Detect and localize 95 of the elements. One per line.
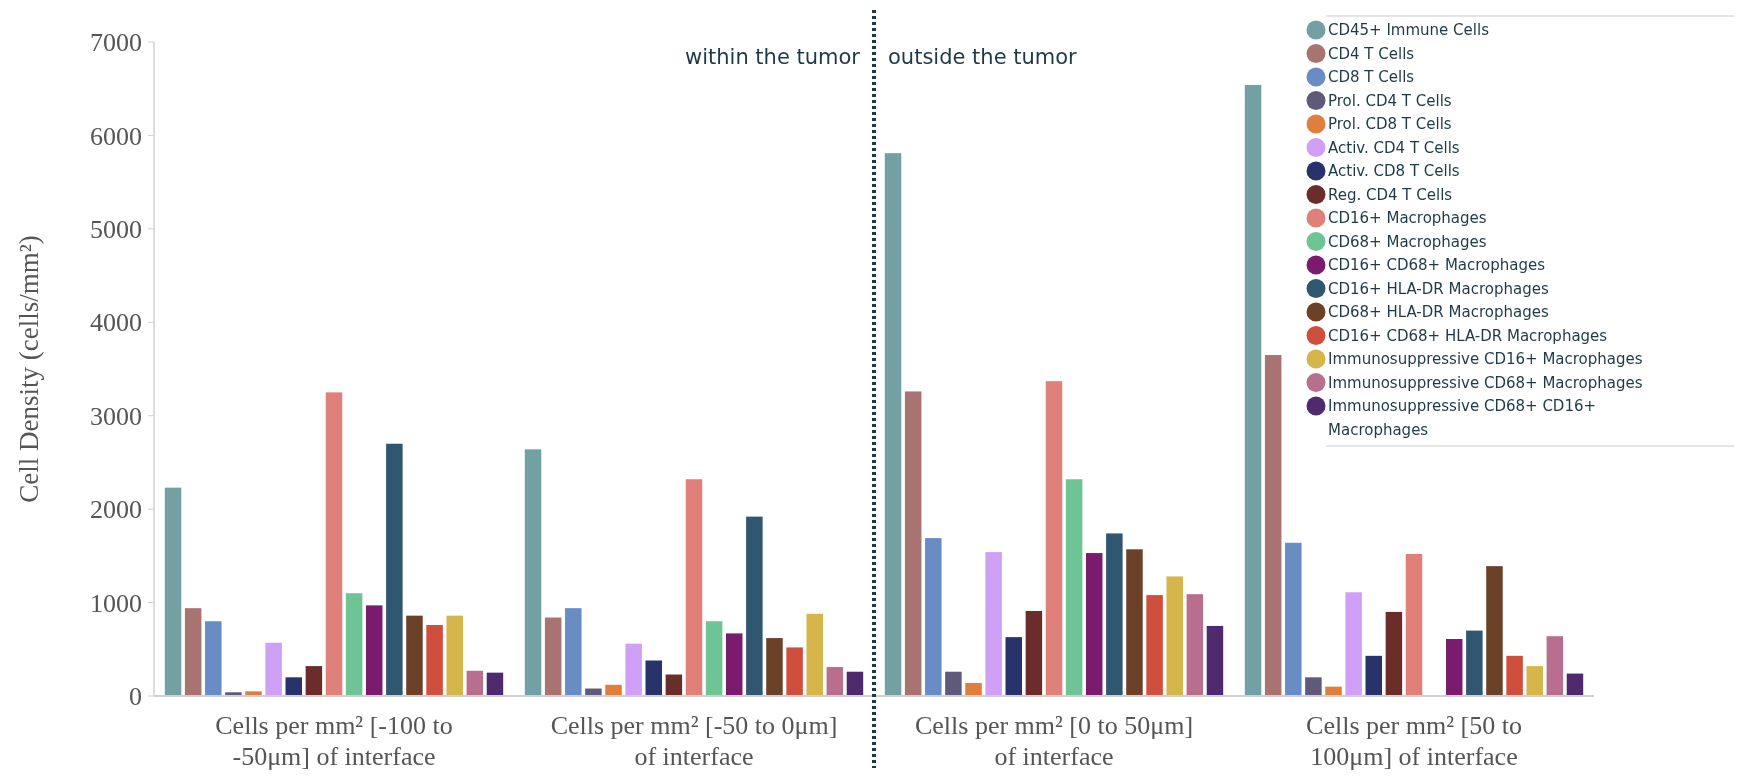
legend-label: Immunosuppressive CD16+ Macrophages [1328,350,1643,369]
bar [945,671,962,696]
y-tick-label: 2000 [90,495,142,525]
bar [1106,533,1123,696]
x-tick-label: Cells per mm² [50 to 100μm] of interface [1306,711,1522,771]
bar [406,615,423,696]
y-axis-title: Cell Density (cells/mm²) [14,235,44,503]
bar [285,677,303,696]
bar [965,682,982,696]
bar [705,621,723,696]
legend-label: CD4 T Cells [1328,44,1415,63]
bar [1506,655,1523,696]
annotation: within the tumor [685,45,861,69]
bar [1285,542,1302,696]
bar [486,672,504,696]
bar [1466,630,1483,696]
bar [605,684,622,696]
bar [1345,592,1362,696]
bar [786,647,803,696]
bar [665,674,683,696]
bar [325,392,343,696]
bar [305,666,323,696]
bar [1365,655,1383,696]
bar [1025,610,1043,696]
bar [565,608,582,696]
bar [1486,566,1503,696]
bar [524,449,542,696]
bar [205,621,222,696]
bar [1126,549,1143,696]
legend-label: CD16+ HLA-DR Macrophages [1328,279,1549,298]
bar [1206,625,1224,696]
annotation: outside the tumor [888,45,1078,69]
legend-label: Reg. CD4 T Cells [1328,185,1453,204]
legend-label: CD68+ HLA-DR Macrophages [1328,303,1549,322]
bar [1566,673,1584,696]
y-tick-label: 5000 [90,214,142,244]
bar [1305,677,1322,696]
bar [766,638,783,696]
y-tick-label: 7000 [90,28,142,58]
bar [1186,594,1204,696]
legend-label: CD16+ CD68+ Macrophages [1328,256,1546,275]
legend-label: CD8 T Cells [1328,68,1415,87]
bar [1264,354,1282,696]
bar [1405,553,1423,696]
bar [884,153,902,696]
legend-label: Prol. CD4 T Cells [1328,91,1452,110]
bar [446,615,463,696]
bar [925,538,942,696]
legend-label: Immunosuppressive CD68+ Macrophages [1328,373,1643,392]
legend-label: Activ. CD8 T Cells [1328,162,1460,181]
bar [184,608,202,696]
y-tick-label: 4000 [90,308,142,338]
bar [725,633,743,696]
bar [1445,639,1463,696]
bar [685,479,703,696]
bar [846,671,864,696]
bar [1244,84,1262,696]
legend-label: CD68+ Macrophages [1328,232,1487,251]
bar [1085,553,1103,696]
bar [426,624,443,696]
bar [625,643,642,696]
legend-label: Prol. CD8 T Cells [1328,115,1452,134]
bar [1065,479,1083,696]
legend-label: Immunosuppressive CD68+ CD16+ Macrophages [1328,397,1597,439]
bar [645,660,663,696]
bar [386,443,403,696]
bar [826,667,844,696]
y-tick-label: 6000 [90,121,142,151]
bar [1146,595,1163,696]
x-tick-label: Cells per mm² [-100 to -50μm] of interface [215,711,453,771]
bar [1526,666,1543,696]
y-tick-label: 3000 [90,401,142,431]
bar [265,642,282,696]
x-tick-label: Cells per mm² [-50 to 0μm] of interface [550,711,838,771]
bar [544,617,562,696]
y-tick-label: 0 [129,682,142,712]
legend-label: CD16+ Macrophages [1328,209,1487,228]
bar [164,487,182,696]
y-tick-label: 1000 [90,588,142,618]
bar [985,552,1002,696]
legend-label: CD16+ CD68+ HLA-DR Macrophages [1328,326,1608,345]
bar [806,613,823,696]
bar [345,593,363,696]
bar [1045,381,1063,696]
x-tick-label: Cells per mm² [0 to 50μm] of interface [914,711,1194,771]
legend-label: Activ. CD4 T Cells [1328,138,1460,157]
bar [1005,637,1023,696]
legend-label: CD45+ Immune Cells [1328,21,1490,40]
bar [466,670,484,696]
bar [365,605,383,696]
bar [1385,611,1403,696]
bar [904,391,922,696]
bar [1166,576,1183,696]
bar [1546,636,1564,696]
bar [746,516,763,696]
